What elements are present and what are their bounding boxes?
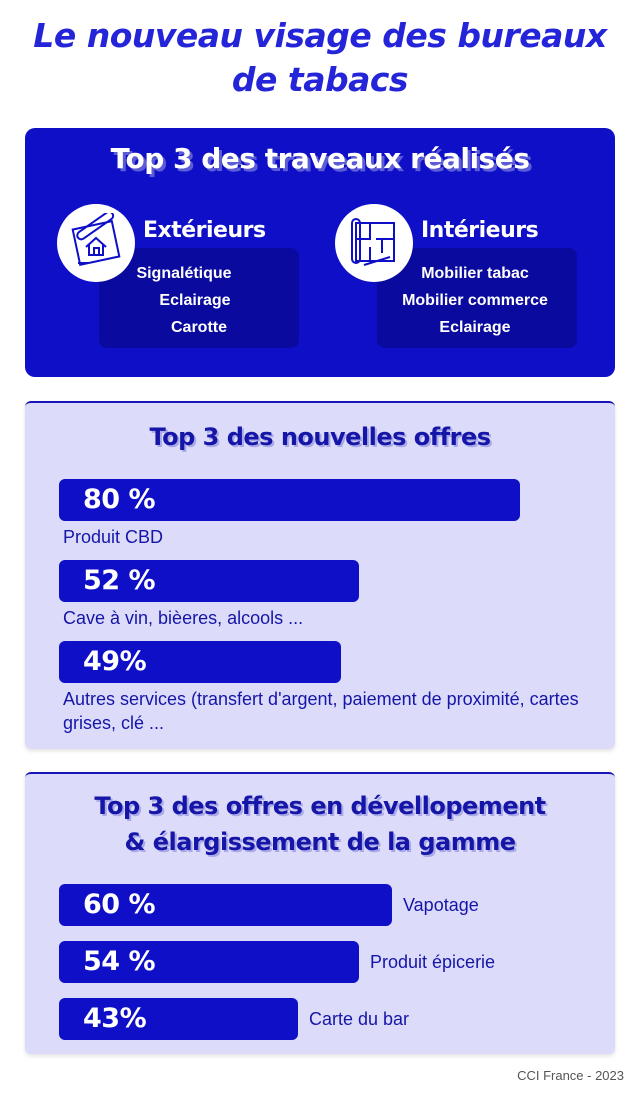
developpement-card: Top 3 des offres en dévellopement & élar… xyxy=(25,772,615,1054)
travaux-title: Top 3 des traveaux réalisés xyxy=(110,142,530,175)
bar-category-label: Carte du bar xyxy=(309,1009,410,1029)
exterieurs-list: Signalétique Eclairage Carotte xyxy=(99,260,299,341)
bar-category-label: Autres services (transfert d'argent, pai… xyxy=(63,689,579,733)
bar-category-label: Produit épicerie xyxy=(370,952,496,972)
list-item: Eclairage xyxy=(439,319,511,336)
source-credit: CCI France - 2023 xyxy=(517,1068,624,1083)
bar-category-label: Cave à vin, bièeres, alcools ... xyxy=(63,608,304,628)
exterieurs-heading: Extérieurs xyxy=(143,218,266,243)
list-item: Mobilier commerce xyxy=(402,292,548,309)
page-title: Le nouveau visage des bureaux de tabacs xyxy=(0,14,640,102)
bar: 52 % xyxy=(59,560,359,602)
floorplan-blueprint-icon xyxy=(335,204,413,282)
interieurs-list: Mobilier tabac Mobilier commerce Eclaira… xyxy=(365,260,585,341)
list-item: Eclairage xyxy=(159,292,231,309)
house-blueprint-icon xyxy=(57,204,135,282)
bar-value-label: 54 % xyxy=(83,946,156,977)
bar-value-label: 60 % xyxy=(83,889,156,920)
list-item: Carotte xyxy=(170,319,227,336)
interieurs-column: Intérieurs Mobilier tabac Mobilier comme… xyxy=(335,204,595,354)
bar-category-label: Produit CBD xyxy=(63,527,164,547)
bar-value-label: 80 % xyxy=(83,484,156,515)
developpement-title-line-2: & élargissement de la gamme xyxy=(124,828,516,856)
page-title-line-2: de tabacs xyxy=(231,60,409,99)
interieurs-heading: Intérieurs xyxy=(421,218,539,243)
developpement-title-line-1: Top 3 des offres en dévellopement xyxy=(94,792,546,820)
bar: 60 % xyxy=(59,884,392,926)
bar-value-label: 52 % xyxy=(83,565,156,596)
exterieurs-box xyxy=(99,248,299,348)
bar: 49% xyxy=(59,641,341,683)
bar: 80 % xyxy=(59,479,520,521)
bar-value-label: 43% xyxy=(83,1003,147,1034)
list-item: Mobilier tabac xyxy=(421,265,529,282)
bar: 43% xyxy=(59,998,298,1040)
exterieurs-column: Extérieurs Signalétique Eclairage Carott… xyxy=(57,204,317,354)
bar-category-label: Vapotage xyxy=(403,895,479,915)
nouvelles-offres-card: Top 3 des nouvelles offres 80 % Produit C… xyxy=(25,401,615,749)
bar: 54 % xyxy=(59,941,359,983)
list-item: Signalétique xyxy=(136,265,232,282)
bar-value-label: 49% xyxy=(83,646,147,677)
page-title-line-1: Le nouveau visage des bureaux xyxy=(33,16,607,55)
interieurs-box xyxy=(377,248,577,348)
developpement-title: Top 3 des offres en dévellopement & élar… xyxy=(25,788,615,860)
nouvelles-offres-title: Top 3 des nouvelles offres xyxy=(149,423,491,451)
travaux-card: Top 3 des traveaux réalisés Extérieurs S… xyxy=(25,128,615,377)
